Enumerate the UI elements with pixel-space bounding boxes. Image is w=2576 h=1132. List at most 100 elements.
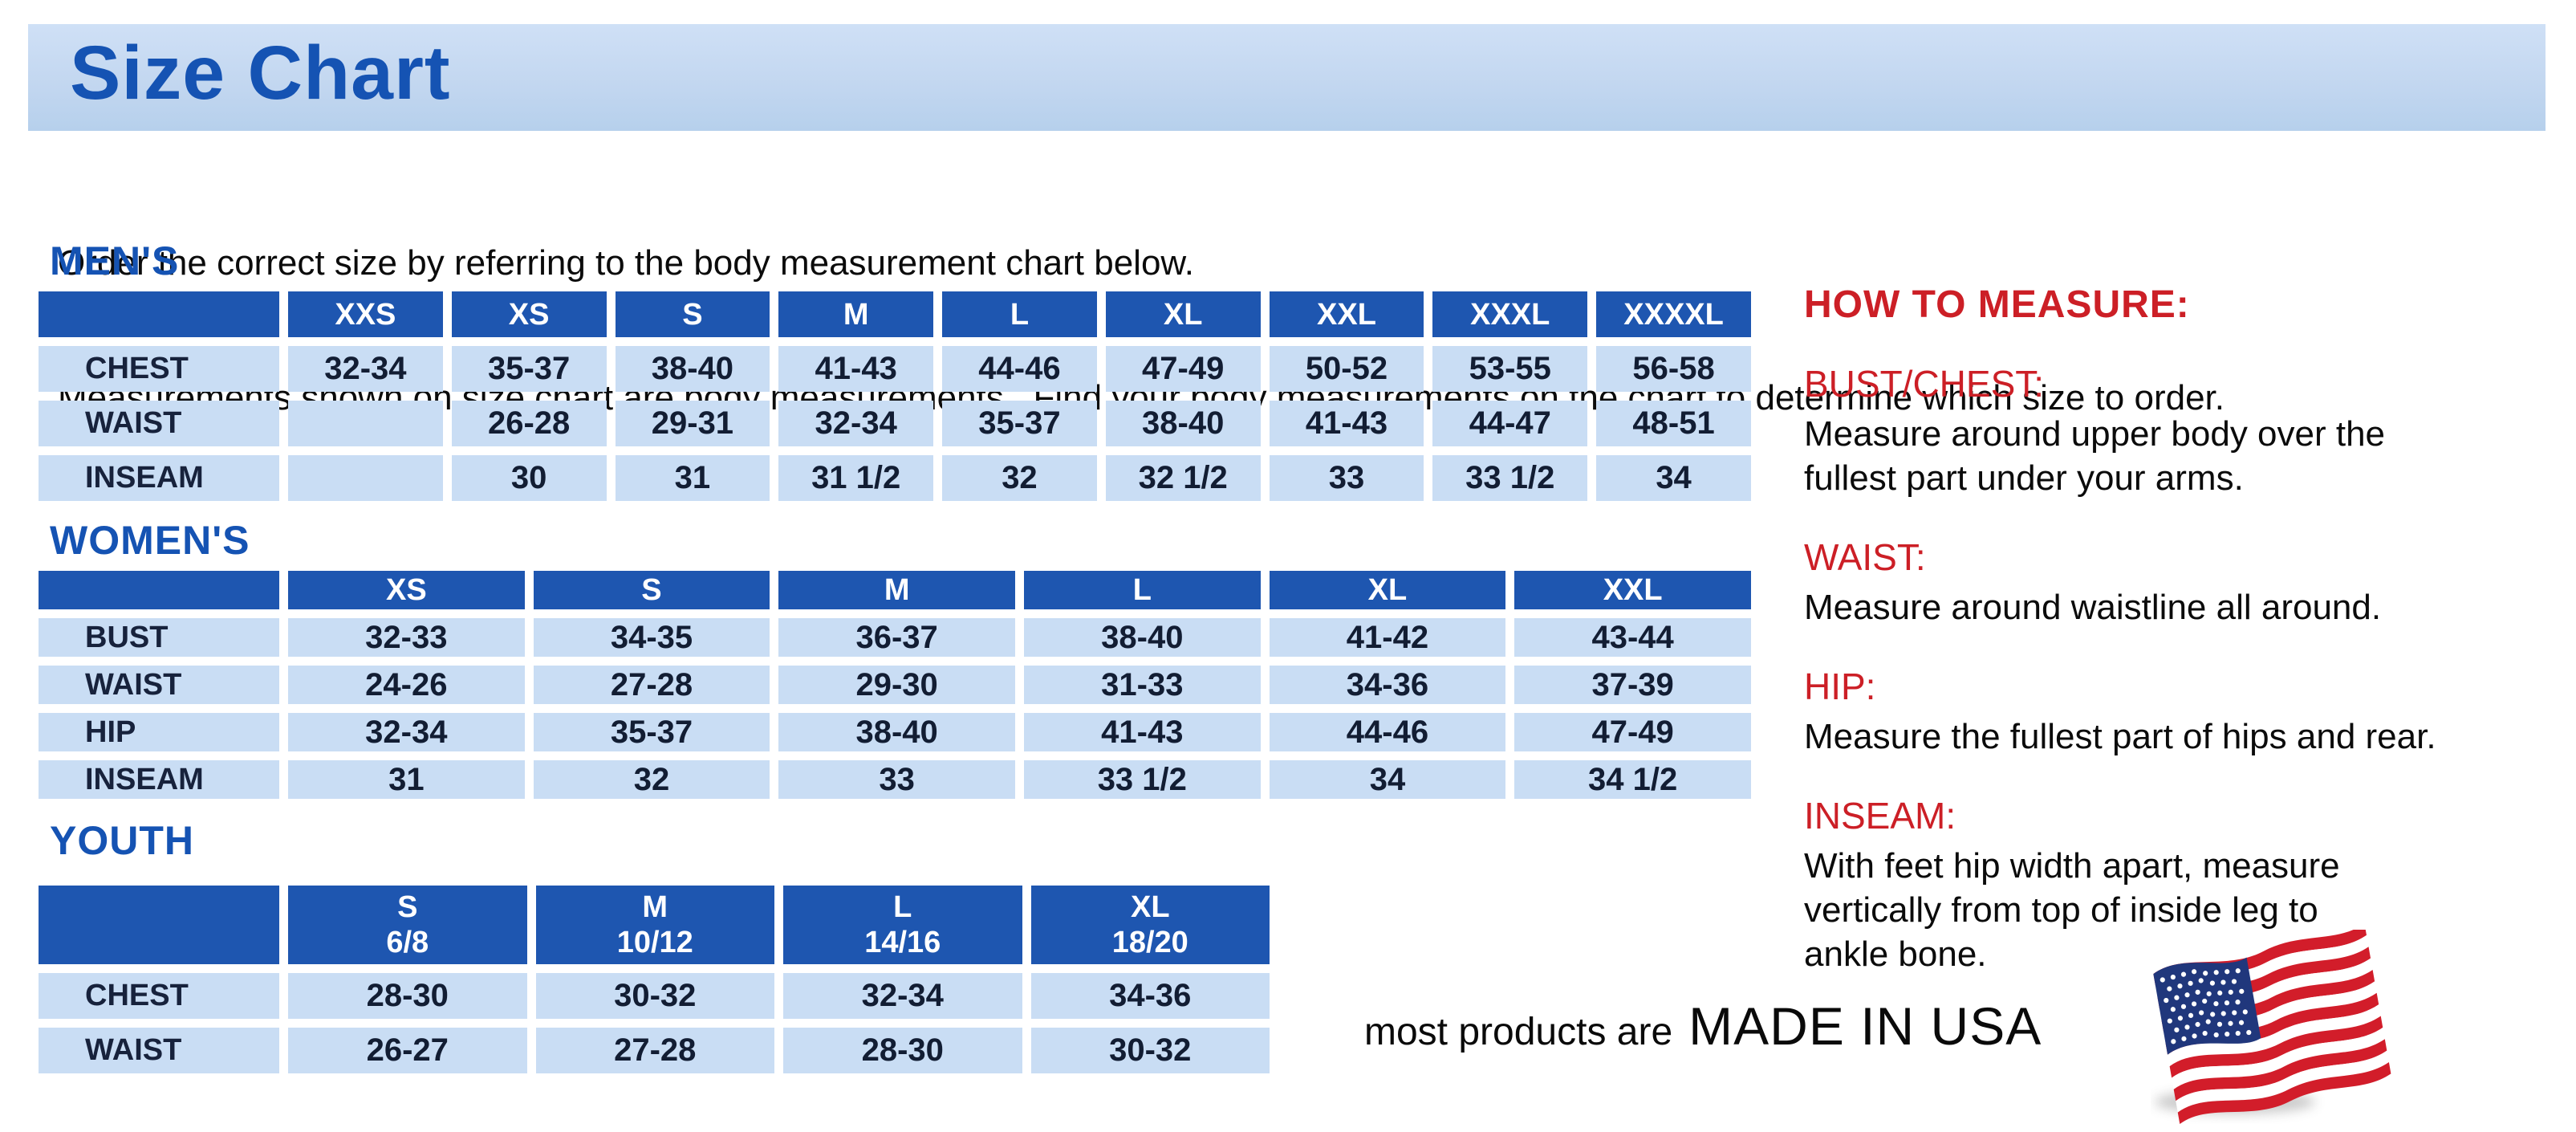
size-value-cell: 56-58 bbox=[1596, 346, 1751, 392]
size-value-cell: 28-30 bbox=[288, 973, 527, 1019]
column-header-cell: M bbox=[778, 571, 1015, 609]
row-label-cell: INSEAM bbox=[39, 455, 279, 501]
size-value-cell: 27-28 bbox=[535, 1028, 774, 1073]
column-header-cell: S 6/8 bbox=[288, 886, 527, 964]
size-value-cell: 33 bbox=[1269, 455, 1424, 501]
size-value-cell: 32 bbox=[942, 455, 1097, 501]
made-in-usa-claim: most products are MADE IN USA bbox=[1364, 996, 2042, 1057]
size-value-cell: 33 1/2 bbox=[1432, 455, 1588, 501]
size-value-cell: 37-39 bbox=[1514, 666, 1751, 704]
size-value-cell: 41-43 bbox=[1023, 713, 1261, 751]
page-title: Size Chart bbox=[70, 30, 451, 116]
measure-label-hip: HIP: bbox=[1804, 666, 1876, 707]
corner-cell bbox=[39, 291, 279, 337]
column-header-cell: XL bbox=[1269, 571, 1506, 609]
column-header-cell: XS bbox=[288, 571, 525, 609]
page-header-banner: Size Chart bbox=[28, 24, 2546, 131]
row-label-cell: WAIST bbox=[39, 666, 279, 704]
size-value-cell: 36-37 bbox=[778, 618, 1015, 657]
size-value-cell: 32-34 bbox=[288, 713, 525, 751]
table-row: INSEAM 31 32 33 33 1/2 34 34 1/2 bbox=[39, 760, 1751, 799]
size-value-cell: 31 bbox=[615, 455, 770, 501]
measure-label-waist: WAIST: bbox=[1804, 536, 1926, 578]
size-value-cell: 26-28 bbox=[451, 401, 607, 446]
how-to-measure-section: HOW TO MEASURE: BUST/CHEST: Measure arou… bbox=[1804, 283, 2576, 976]
size-value-cell: 34-35 bbox=[533, 618, 770, 657]
measure-text-bust-chest: Measure around upper body over the fulle… bbox=[1804, 414, 2386, 498]
corner-cell bbox=[39, 571, 279, 609]
size-value-cell: 35-37 bbox=[942, 401, 1097, 446]
size-value-cell: 38-40 bbox=[1105, 401, 1261, 446]
table-row: INSEAM 30 31 31 1/2 32 32 1/2 33 33 1/2 34 bbox=[39, 455, 1751, 501]
table-row: CHEST 28-30 30-32 32-34 34-36 bbox=[39, 973, 1270, 1019]
size-value-cell bbox=[288, 401, 443, 446]
table-row: BUST 32-33 34-35 36-37 38-40 41-42 43-44 bbox=[39, 618, 1751, 657]
size-value-cell: 31-33 bbox=[1023, 666, 1261, 704]
table-row: HIP 32-34 35-37 38-40 41-43 44-46 47-49 bbox=[39, 713, 1751, 751]
size-value-cell: 30-32 bbox=[535, 973, 774, 1019]
usa-flag-icon bbox=[2151, 923, 2391, 1126]
size-value-cell: 32-34 bbox=[783, 973, 1022, 1019]
womens-section-title: WOMEN'S bbox=[50, 518, 250, 563]
size-value-cell: 30-32 bbox=[1030, 1028, 1270, 1073]
claim-prefix: most products are bbox=[1364, 1011, 1673, 1053]
column-header-cell: XXL bbox=[1269, 291, 1424, 337]
size-value-cell: 33 1/2 bbox=[1023, 760, 1261, 799]
claim-emphasis: MADE IN USA bbox=[1688, 996, 2042, 1056]
size-value-cell: 38-40 bbox=[1023, 618, 1261, 657]
table-row: WAIST 26-28 29-31 32-34 35-37 38-40 41-43 44-47… bbox=[39, 401, 1751, 446]
row-label-cell: WAIST bbox=[39, 401, 279, 446]
size-value-cell: 31 1/2 bbox=[778, 455, 934, 501]
how-to-measure-title: HOW TO MEASURE: bbox=[1804, 283, 2190, 326]
size-value-cell: 35-37 bbox=[533, 713, 770, 751]
size-value-cell: 24-26 bbox=[288, 666, 525, 704]
size-value-cell: 32 1/2 bbox=[1105, 455, 1261, 501]
column-header-cell: XXXXL bbox=[1596, 291, 1751, 337]
row-label-cell: CHEST bbox=[39, 973, 279, 1019]
size-value-cell: 32-34 bbox=[288, 346, 443, 392]
intro-line-1: Order the correct size by referring to t… bbox=[58, 243, 1194, 283]
measure-label-bust-chest: BUST/CHEST: bbox=[1804, 363, 2045, 405]
size-value-cell: 47-49 bbox=[1105, 346, 1261, 392]
size-value-cell: 29-30 bbox=[778, 666, 1015, 704]
size-value-cell: 31 bbox=[288, 760, 525, 799]
column-header-cell: S bbox=[615, 291, 770, 337]
row-label-cell: INSEAM bbox=[39, 760, 279, 799]
column-header-cell: M 10/12 bbox=[535, 886, 774, 964]
size-value-cell: 34-36 bbox=[1030, 973, 1270, 1019]
size-value-cell: 34 bbox=[1596, 455, 1751, 501]
mens-size-table: XXS XS S M L XL XXL XXXL XXXXL CHEST 32-34 35-37 38-… bbox=[30, 283, 1760, 510]
size-value-cell: 41-43 bbox=[1269, 401, 1424, 446]
column-header-cell: L bbox=[1023, 571, 1261, 609]
column-header-cell: M bbox=[778, 291, 934, 337]
size-value-cell: 53-55 bbox=[1432, 346, 1588, 392]
table-row: WAIST 24-26 27-28 29-30 31-33 34-36 37-39 bbox=[39, 666, 1751, 704]
size-value-cell: 33 bbox=[778, 760, 1015, 799]
column-header-cell: XS bbox=[451, 291, 607, 337]
size-value-cell: 50-52 bbox=[1269, 346, 1424, 392]
corner-cell bbox=[39, 886, 279, 964]
youth-size-table: S 6/8 M 10/12 L 14/16 XL 18/20 CHEST 28-30 30-… bbox=[30, 877, 1278, 1082]
size-value-cell: 43-44 bbox=[1514, 618, 1751, 657]
size-value-cell: 34 1/2 bbox=[1514, 760, 1751, 799]
size-value-cell: 44-47 bbox=[1432, 401, 1588, 446]
size-value-cell: 32-34 bbox=[778, 401, 934, 446]
measure-label-inseam: INSEAM: bbox=[1804, 795, 1956, 837]
column-header-cell: XL bbox=[1105, 291, 1261, 337]
column-header-cell: L bbox=[942, 291, 1097, 337]
size-value-cell: 26-27 bbox=[288, 1028, 527, 1073]
size-value-cell: 38-40 bbox=[778, 713, 1015, 751]
row-label-cell: HIP bbox=[39, 713, 279, 751]
size-value-cell: 32 bbox=[533, 760, 770, 799]
row-label-cell: WAIST bbox=[39, 1028, 279, 1073]
size-value-cell: 27-28 bbox=[533, 666, 770, 704]
row-label-cell: CHEST bbox=[39, 346, 279, 392]
size-value-cell: 34-36 bbox=[1269, 666, 1506, 704]
column-header-cell: XL 18/20 bbox=[1030, 886, 1270, 964]
measure-text-hip: Measure the fullest part of hips and rea… bbox=[1804, 717, 2436, 756]
table-row: WAIST 26-27 27-28 28-30 30-32 bbox=[39, 1028, 1270, 1073]
size-value-cell: 41-43 bbox=[778, 346, 934, 392]
column-header-cell: L 14/16 bbox=[783, 886, 1022, 964]
size-value-cell: 34 bbox=[1269, 760, 1506, 799]
